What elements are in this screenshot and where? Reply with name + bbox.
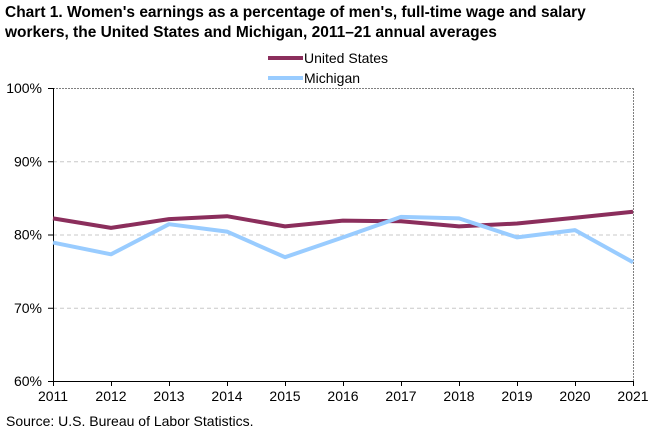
x-tick-label: 2020	[559, 388, 590, 404]
legend-label-michigan: Michigan	[304, 70, 361, 86]
y-tick-label: 90%	[14, 153, 42, 169]
source-note: Source: U.S. Bureau of Labor Statistics.	[6, 413, 254, 429]
x-tick-label: 2021	[617, 388, 648, 404]
y-tick-label: 70%	[14, 300, 42, 316]
chart-title-line-1: Chart 1. Women's earnings as a percentag…	[5, 4, 586, 21]
y-tick-label: 100%	[6, 80, 42, 96]
chart-title-line-2: workers, the United States and Michigan,…	[5, 24, 497, 41]
series-line-united-states	[52, 209, 634, 230]
legend: United States Michigan	[268, 48, 388, 88]
legend-item-michigan: Michigan	[268, 68, 388, 88]
x-tick-label: 2016	[327, 388, 358, 404]
y-tick-label: 60%	[14, 373, 42, 389]
x-tick-label: 2011	[38, 388, 68, 404]
legend-swatch-united-states	[268, 56, 303, 60]
legend-item-united-states: United States	[268, 48, 388, 68]
x-tick-label: 2018	[443, 388, 474, 404]
x-tick-label: 2014	[211, 388, 242, 404]
x-tick-label: 2012	[95, 388, 126, 404]
chart-title: Chart 1. Women's earnings as a percentag…	[5, 3, 655, 43]
legend-swatch-michigan	[268, 76, 303, 80]
y-tick-label: 80%	[14, 227, 42, 243]
x-tick-label: 2017	[385, 388, 416, 404]
legend-label-united-states: United States	[304, 50, 389, 66]
x-tick-label: 2019	[501, 388, 532, 404]
series-line-michigan	[52, 214, 634, 265]
x-tick-label: 2013	[153, 388, 184, 404]
x-tick-label: 2015	[269, 388, 300, 404]
